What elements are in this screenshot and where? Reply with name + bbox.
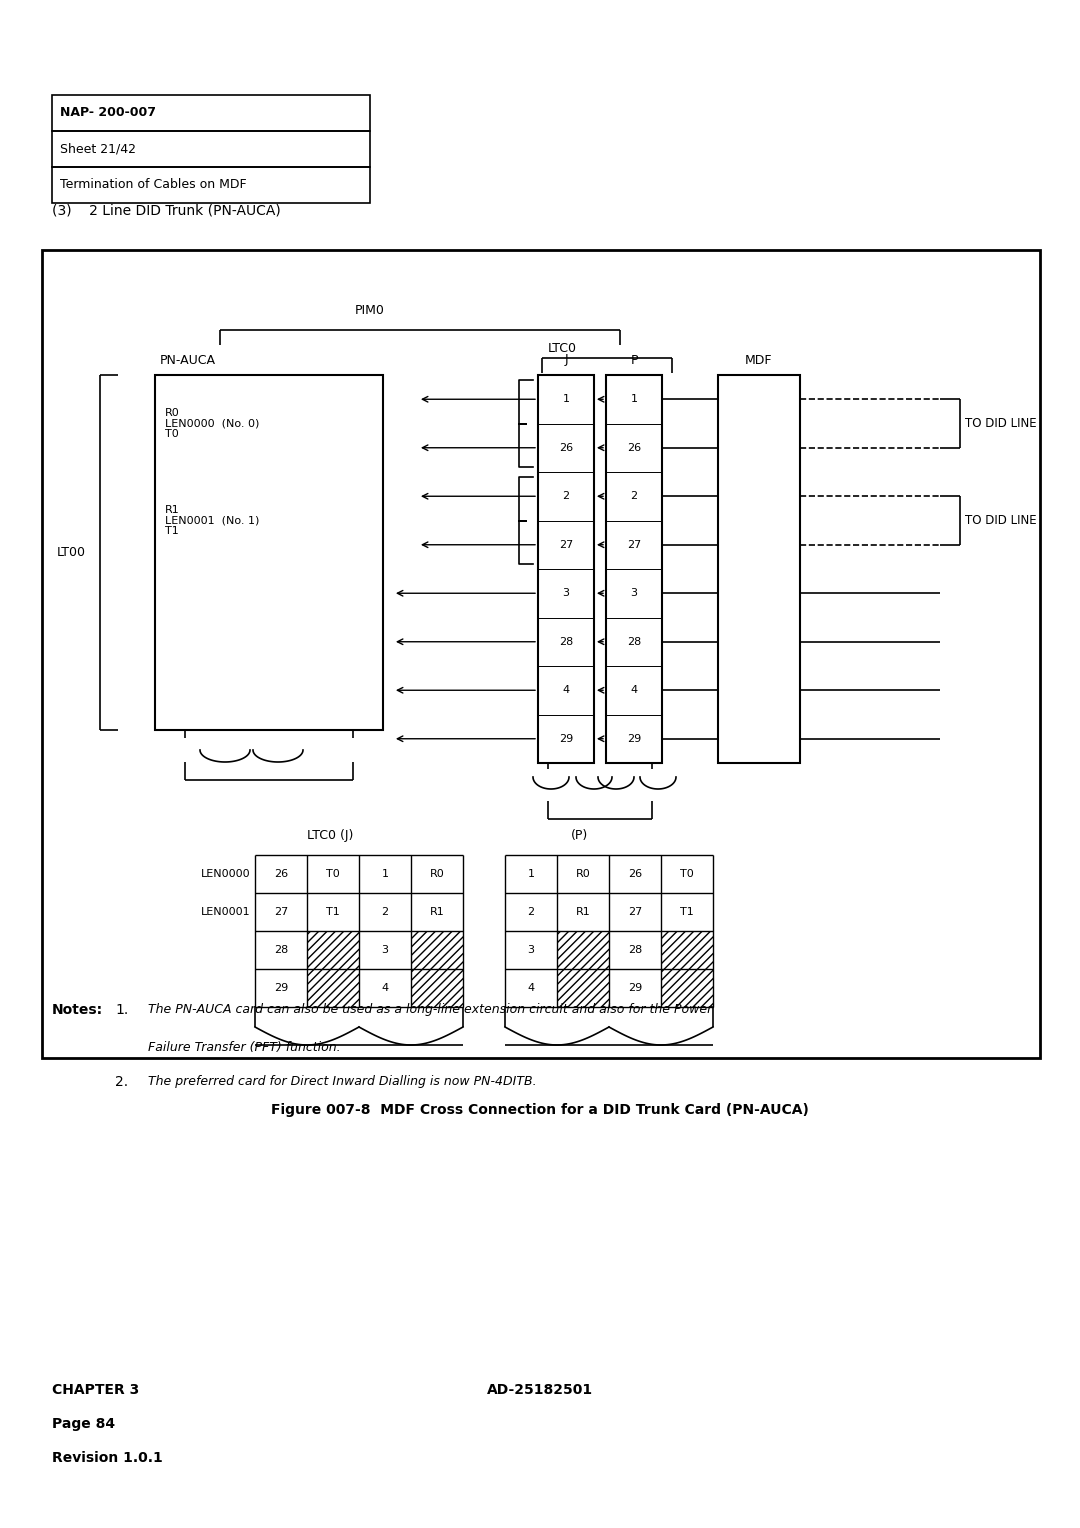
Bar (307, 969, 359, 1007)
Text: R0: R0 (165, 408, 179, 419)
Bar (42, 251, 1040, 1057)
Text: LT00: LT00 (57, 545, 86, 559)
Text: 28: 28 (558, 637, 573, 646)
Text: 4: 4 (631, 685, 637, 695)
Text: Failure Transfer (PFT) function.: Failure Transfer (PFT) function. (148, 1042, 340, 1054)
Text: (P): (P) (571, 828, 589, 842)
Text: 29: 29 (627, 983, 643, 993)
Text: 27: 27 (274, 908, 288, 917)
Text: TO DID LINE: TO DID LINE (966, 417, 1037, 429)
Text: T0: T0 (165, 429, 179, 439)
Text: 28: 28 (274, 944, 288, 955)
Bar (661, 931, 713, 969)
Text: CHAPTER 3: CHAPTER 3 (52, 1383, 139, 1397)
Text: 29: 29 (626, 733, 642, 744)
Bar (606, 374, 662, 762)
Text: 1: 1 (381, 869, 389, 879)
Text: Revision 1.0.1: Revision 1.0.1 (52, 1452, 163, 1465)
Text: LTC0 (J): LTC0 (J) (307, 828, 353, 842)
Text: AD-25182501: AD-25182501 (487, 1383, 593, 1397)
Text: Notes:: Notes: (52, 1002, 103, 1018)
Text: 3: 3 (631, 588, 637, 599)
Text: 4: 4 (527, 983, 535, 993)
Text: T0: T0 (680, 869, 693, 879)
Text: 1.: 1. (114, 1002, 129, 1018)
Text: 1: 1 (527, 869, 535, 879)
Bar (557, 969, 609, 1007)
Text: 28: 28 (626, 637, 642, 646)
Text: PIM0: PIM0 (355, 304, 384, 316)
Bar (411, 969, 463, 1007)
Text: 4: 4 (563, 685, 569, 695)
Text: 2: 2 (381, 908, 389, 917)
Text: 3: 3 (563, 588, 569, 599)
Text: 4: 4 (381, 983, 389, 993)
Text: Page 84: Page 84 (52, 1416, 116, 1432)
Text: 27: 27 (627, 908, 643, 917)
Text: 2: 2 (527, 908, 535, 917)
Text: 26: 26 (559, 443, 573, 452)
Text: The PN-AUCA card can also be used as a long-line extension circuit and also for : The PN-AUCA card can also be used as a l… (148, 1004, 712, 1016)
Text: Sheet 21/42: Sheet 21/42 (60, 142, 136, 156)
Bar (538, 374, 594, 762)
Bar (307, 931, 359, 969)
Bar (52, 167, 370, 203)
Text: Termination of Cables on MDF: Termination of Cables on MDF (60, 179, 246, 191)
Text: (3)    2 Line DID Trunk (PN-AUCA): (3) 2 Line DID Trunk (PN-AUCA) (52, 203, 281, 217)
Text: 2: 2 (631, 490, 637, 501)
Text: LEN0000  (No. 0): LEN0000 (No. 0) (165, 419, 259, 428)
Text: LEN0000: LEN0000 (201, 869, 249, 879)
Text: Figure 007-8  MDF Cross Connection for a DID Trunk Card (PN-AUCA): Figure 007-8 MDF Cross Connection for a … (271, 1103, 809, 1117)
Text: 28: 28 (627, 944, 643, 955)
Text: 26: 26 (626, 443, 642, 452)
Text: LEN0001  (No. 1): LEN0001 (No. 1) (165, 515, 259, 526)
Text: 27: 27 (558, 539, 573, 550)
Text: T1: T1 (165, 526, 179, 536)
Text: J: J (564, 353, 568, 367)
Text: LEN0001: LEN0001 (201, 908, 249, 917)
Bar (557, 931, 609, 969)
Text: PN-AUCA: PN-AUCA (160, 353, 216, 367)
Text: 26: 26 (627, 869, 643, 879)
Text: 2.: 2. (114, 1076, 129, 1089)
Bar (661, 969, 713, 1007)
Bar (52, 95, 370, 131)
Text: TO DID LINE: TO DID LINE (966, 513, 1037, 527)
Text: R0: R0 (430, 869, 444, 879)
Text: 1: 1 (563, 394, 569, 405)
Text: P: P (631, 353, 638, 367)
Text: LTC0: LTC0 (548, 341, 577, 354)
Text: T0: T0 (326, 869, 340, 879)
Text: 3: 3 (381, 944, 389, 955)
Text: 27: 27 (626, 539, 642, 550)
Text: NAP- 200-007: NAP- 200-007 (60, 107, 156, 119)
Bar (52, 131, 370, 167)
Text: The preferred card for Direct Inward Dialling is now PN-4DITB.: The preferred card for Direct Inward Dia… (148, 1076, 537, 1088)
Text: R0: R0 (576, 869, 591, 879)
Text: 2: 2 (563, 490, 569, 501)
Text: R1: R1 (165, 506, 179, 515)
Bar (156, 374, 383, 730)
Text: 1: 1 (631, 394, 637, 405)
Text: MDF: MDF (745, 353, 773, 367)
Text: 29: 29 (274, 983, 288, 993)
Text: T1: T1 (326, 908, 340, 917)
Text: R1: R1 (430, 908, 444, 917)
Text: 3: 3 (527, 944, 535, 955)
Text: R1: R1 (576, 908, 591, 917)
Text: 29: 29 (558, 733, 573, 744)
Text: T1: T1 (680, 908, 693, 917)
Text: 26: 26 (274, 869, 288, 879)
Bar (718, 374, 800, 762)
Bar (411, 931, 463, 969)
